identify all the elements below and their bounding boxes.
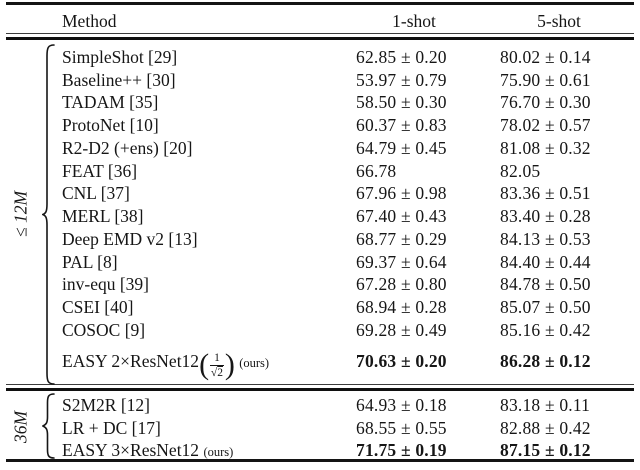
value-5-shot: 84.78 ± 0.50 <box>500 274 591 294</box>
value-1-shot: 53.97 ± 0.79 <box>356 70 447 90</box>
left-paren: ( <box>199 348 210 381</box>
bottom-rule <box>6 459 634 462</box>
right-paren: ) <box>224 348 235 381</box>
method-name: ProtoNet [10] <box>62 115 159 135</box>
top-rule <box>6 2 634 5</box>
table-row: LR + DC [17] 68.55 ± 0.55 82.88 ± 0.42 <box>0 417 640 439</box>
method-name: Baseline++ [30] <box>62 70 176 90</box>
table-row: MERL [38] 67.40 ± 0.43 83.40 ± 0.28 <box>0 205 640 227</box>
table-header: Method 1-shot 5-shot <box>0 9 640 33</box>
table-row: SimpleShot [29] 62.85 ± 0.20 80.02 ± 0.1… <box>0 46 640 68</box>
method-name: CNL [37] <box>62 183 130 203</box>
value-5-shot: 78.02 ± 0.57 <box>500 115 591 135</box>
method-name: CSEI [40] <box>62 297 134 317</box>
value-1-shot: 58.50 ± 0.30 <box>356 92 447 112</box>
method-name: Deep EMD v2 [13] <box>62 229 198 249</box>
value-1-shot: 64.79 ± 0.45 <box>356 138 447 158</box>
method-name: R2-D2 (+ens) [20] <box>62 138 193 158</box>
value-1-shot: 68.55 ± 0.55 <box>356 418 447 438</box>
value-1-shot: 60.37 ± 0.83 <box>356 115 447 135</box>
table-row: CSEI [40] 68.94 ± 0.28 85.07 ± 0.50 <box>0 296 640 318</box>
value-5-shot: 82.88 ± 0.42 <box>500 418 591 438</box>
header-method: Method <box>62 11 117 31</box>
method-name: FEAT [36] <box>62 161 138 181</box>
header-1-shot: 1-shot <box>392 11 436 31</box>
value-5-shot: 87.15 ± 0.12 <box>500 440 591 460</box>
table-row: CNL [37] 67.96 ± 0.98 83.36 ± 0.51 <box>0 182 640 204</box>
group-separator-rule <box>6 384 634 391</box>
value-5-shot: 85.16 ± 0.42 <box>500 320 591 340</box>
value-5-shot: 75.90 ± 0.61 <box>500 70 591 90</box>
value-1-shot: 70.63 ± 0.20 <box>356 351 447 371</box>
value-5-shot: 84.13 ± 0.53 <box>500 229 591 249</box>
table-row-easy-3x: EASY 3×ResNet12 (ours) 71.75 ± 0.19 87.1… <box>0 439 640 461</box>
value-1-shot: 71.75 ± 0.19 <box>356 440 447 460</box>
value-1-shot: 67.28 ± 0.80 <box>356 274 447 294</box>
header-rule <box>6 33 634 40</box>
method-name: PAL [8] <box>62 252 118 272</box>
table-row: COSOC [9] 69.28 ± 0.49 85.16 ± 0.42 <box>0 319 640 341</box>
fraction-1-over-sqrt2: 1 √2 <box>210 351 224 379</box>
method-name: LR + DC [17] <box>62 418 161 438</box>
table-row: PAL [8] 69.37 ± 0.64 84.40 ± 0.44 <box>0 251 640 273</box>
value-5-shot: 84.40 ± 0.44 <box>500 252 591 272</box>
group1-brace <box>42 44 55 385</box>
value-5-shot: 83.36 ± 0.51 <box>500 183 591 203</box>
value-5-shot: 80.02 ± 0.14 <box>500 47 591 67</box>
table-row: R2-D2 (+ens) [20] 64.79 ± 0.45 81.08 ± 0… <box>0 137 640 159</box>
method-name: S2M2R [12] <box>62 395 150 415</box>
method-name: inv-equ [39] <box>62 274 149 294</box>
value-5-shot: 82.05 <box>500 161 541 181</box>
value-1-shot: 69.28 ± 0.49 <box>356 320 447 340</box>
method-name: TADAM [35] <box>62 92 159 112</box>
value-1-shot: 62.85 ± 0.20 <box>356 47 447 67</box>
method-name: SimpleShot [29] <box>62 47 178 67</box>
method-name: EASY 3×ResNet12 (ours) <box>62 440 234 460</box>
value-1-shot: 69.37 ± 0.64 <box>356 252 447 272</box>
table-row: FEAT [36] 66.78 82.05 <box>0 160 640 182</box>
value-5-shot: 83.40 ± 0.28 <box>500 206 591 226</box>
ours-tag: (ours) <box>239 356 270 370</box>
table-row: Baseline++ [30] 53.97 ± 0.79 75.90 ± 0.6… <box>0 69 640 91</box>
ours-tag: (ours) <box>203 445 234 459</box>
value-1-shot: 68.94 ± 0.28 <box>356 297 447 317</box>
table-row: TADAM [35] 58.50 ± 0.30 76.70 ± 0.30 <box>0 91 640 113</box>
method-name: MERL [38] <box>62 206 144 226</box>
value-5-shot: 83.18 ± 0.11 <box>500 395 591 415</box>
table-row: Deep EMD v2 [13] 68.77 ± 0.29 84.13 ± 0.… <box>0 228 640 250</box>
radical-sign: √ <box>210 367 218 379</box>
table-row: inv-equ [39] 67.28 ± 0.80 84.78 ± 0.50 <box>0 273 640 295</box>
value-1-shot: 67.40 ± 0.43 <box>356 206 447 226</box>
value-1-shot: 67.96 ± 0.98 <box>356 183 447 203</box>
method-name: EASY 2×ResNet12(1 √2) (ours) <box>62 348 270 381</box>
value-5-shot: 86.28 ± 0.12 <box>500 351 591 371</box>
value-1-shot: 68.77 ± 0.29 <box>356 229 447 249</box>
value-1-shot: 64.93 ± 0.18 <box>356 395 447 415</box>
value-1-shot: 66.78 <box>356 161 397 181</box>
method-name: COSOC [9] <box>62 320 146 340</box>
table-row: S2M2R [12] 64.93 ± 0.18 83.18 ± 0.11 <box>0 394 640 416</box>
header-5-shot: 5-shot <box>537 11 581 31</box>
table-row: ProtoNet [10] 60.37 ± 0.83 78.02 ± 0.57 <box>0 114 640 136</box>
group2-brace <box>42 393 55 459</box>
value-5-shot: 76.70 ± 0.30 <box>500 92 591 112</box>
value-5-shot: 85.07 ± 0.50 <box>500 297 591 317</box>
table-row-easy-2x: EASY 2×ResNet12(1 √2) (ours) 70.63 ± 0.20… <box>0 341 640 381</box>
value-5-shot: 81.08 ± 0.32 <box>500 138 591 158</box>
